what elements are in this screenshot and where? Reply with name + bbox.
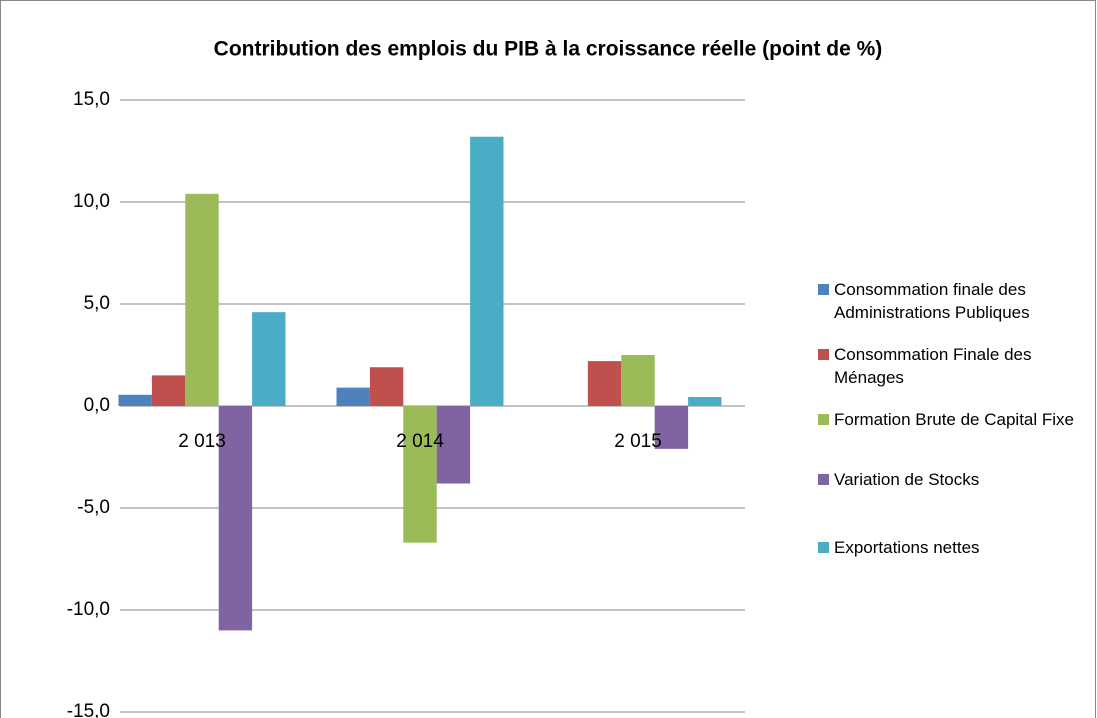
legend-label: Exportations nettes: [834, 538, 980, 557]
chart-title: Contribution des emplois du PIB à la cro…: [214, 38, 883, 61]
legend-item: Consommation finale des Administrations …: [818, 278, 1093, 324]
legend-item: Formation Brute de Capital Fixe: [818, 408, 1093, 431]
legend-swatch: [818, 349, 829, 360]
x-tick-label: 2 015: [614, 431, 662, 452]
bar: [688, 397, 722, 406]
y-tick-label: 0,0: [84, 395, 110, 416]
legend-swatch: [818, 542, 829, 553]
legend-swatch: [818, 474, 829, 485]
x-tick-label: 2 013: [178, 431, 226, 452]
bar: [470, 136, 504, 406]
bar: [118, 394, 152, 406]
bar: [369, 367, 404, 406]
legend-label: Variation de Stocks: [834, 470, 980, 489]
legend-label: Consommation Finale des Ménages: [834, 345, 1032, 387]
y-tick-label: -10,0: [67, 599, 110, 620]
bar: [621, 355, 655, 406]
legend-label: Consommation finale des Administrations …: [834, 280, 1030, 322]
x-tick-label: 2 014: [396, 431, 444, 452]
bar: [436, 406, 471, 484]
bar: [336, 387, 370, 406]
bar: [403, 406, 437, 543]
y-tick-label: 10,0: [73, 191, 110, 212]
bar: [252, 312, 286, 406]
legend-swatch: [818, 414, 829, 425]
legend-item: Exportations nettes: [818, 536, 1093, 559]
bar: [151, 375, 186, 406]
y-tick-label: 15,0: [73, 89, 110, 110]
legend-item: Variation de Stocks: [818, 468, 1093, 491]
legend-item: Consommation Finale des Ménages: [818, 343, 1093, 389]
legend-label: Formation Brute de Capital Fixe: [834, 410, 1074, 429]
bar: [654, 406, 689, 449]
bar: [185, 193, 219, 406]
legend-swatch: [818, 284, 829, 295]
bar: [587, 361, 622, 406]
bar: [218, 406, 253, 631]
y-tick-label: -5,0: [77, 497, 110, 518]
y-tick-label: 5,0: [84, 293, 110, 314]
y-tick-label: -15,0: [67, 701, 110, 718]
